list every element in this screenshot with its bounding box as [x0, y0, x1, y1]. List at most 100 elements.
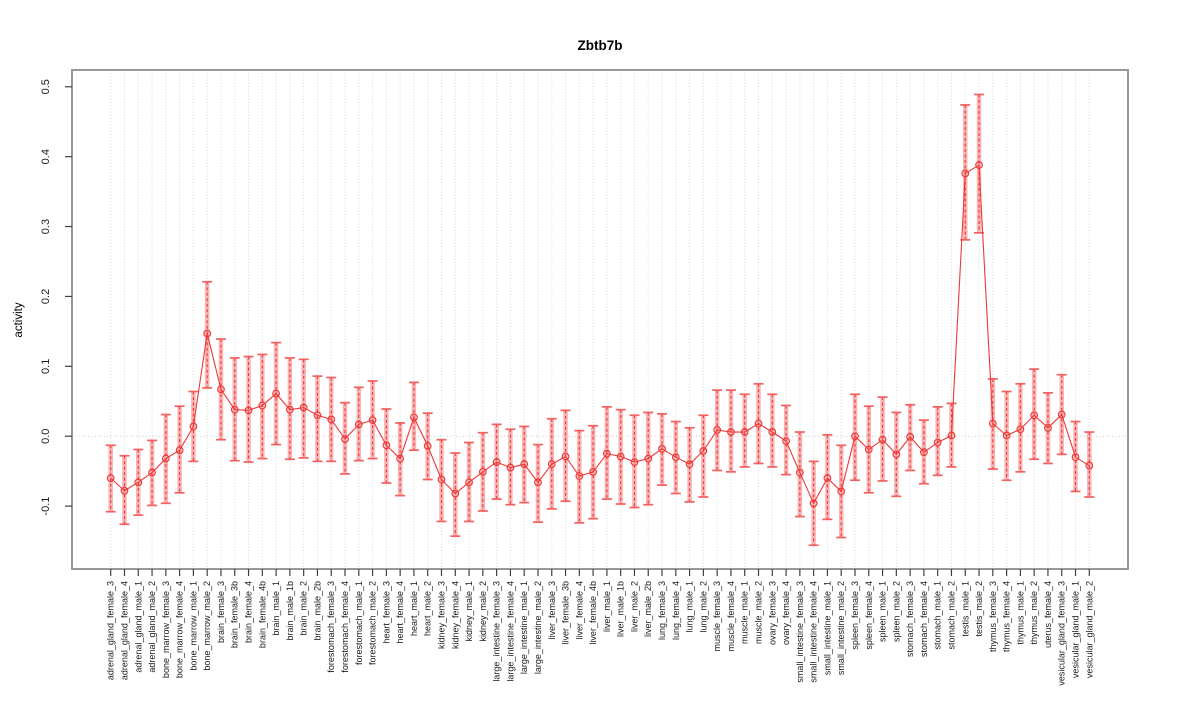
x-tick-label: bone_marrow_female_4	[175, 581, 185, 678]
data-point	[616, 452, 625, 461]
data-point	[1030, 411, 1039, 420]
x-tick-label: large_intestine_male_1	[519, 581, 529, 674]
x-tick-label: ovary_female_3	[767, 581, 777, 645]
x-tick-label: stomach_male_1	[933, 581, 943, 650]
data-point	[768, 428, 777, 436]
x-tick-label: small_intestine_male_2	[836, 581, 846, 675]
data-point	[699, 446, 708, 455]
x-tick-label: thymus_male_1	[1015, 581, 1025, 645]
x-tick-label: brain_male_1	[271, 581, 281, 636]
x-tick-label: adrenal_gland_female_4	[119, 581, 129, 680]
data-point	[106, 474, 115, 483]
data-point	[740, 428, 749, 436]
data-point	[506, 463, 515, 472]
x-tick-label: brain_female_4b	[257, 581, 267, 648]
data-point	[134, 478, 143, 487]
x-tick-label: brain_male_1b	[285, 581, 295, 641]
x-tick-label: kidney_female_4	[450, 581, 460, 649]
data-point	[465, 478, 473, 487]
y-tick-label: 0.2	[40, 289, 52, 304]
y-tick-label: 0.4	[40, 149, 52, 164]
data-point	[961, 169, 970, 178]
x-tick-label: large_intestine_male_2	[533, 581, 543, 674]
x-tick-label: lung_female_3	[657, 581, 667, 640]
data-point	[341, 435, 349, 443]
x-tick-label: muscle_male_1	[740, 581, 750, 644]
data-point	[148, 468, 156, 477]
data-point	[1044, 423, 1052, 432]
x-tick-label: small_intestine_male_1	[822, 581, 832, 675]
data-point	[354, 420, 363, 429]
x-tick-label: spleen_female_4	[864, 581, 874, 650]
x-tick-label: muscle_female_4	[726, 581, 736, 652]
data-point	[161, 454, 170, 463]
data-point	[547, 460, 556, 469]
data-point	[120, 486, 129, 495]
data-point	[947, 431, 956, 440]
data-point	[713, 426, 722, 434]
data-point	[368, 416, 377, 425]
x-tick-label: adrenal_gland_female_3	[106, 581, 116, 680]
data-point	[217, 385, 225, 394]
x-tick-label: large_intestine_female_3	[492, 581, 502, 682]
x-tick-label: kidney_female_3	[436, 581, 446, 649]
data-point	[658, 444, 666, 453]
y-axis-label: activity	[13, 302, 25, 337]
x-tick-label: muscle_male_2	[754, 581, 764, 644]
x-tick-label: forestomach_male_1	[354, 581, 364, 665]
data-point	[988, 419, 997, 428]
x-tick-label: lung_male_2	[698, 581, 708, 633]
data-point	[644, 454, 653, 463]
x-tick-label: vesicular_gland_male_1	[1071, 581, 1081, 678]
data-point	[1071, 453, 1080, 462]
x-tick-label: brain_female_4	[244, 581, 254, 643]
y-tick-label: -0.1	[40, 497, 52, 516]
data-point	[520, 460, 529, 469]
x-tick-label: testis_male_1	[960, 581, 970, 637]
data-point	[258, 401, 267, 410]
data-point	[906, 433, 915, 441]
x-tick-label: liver_male_2b	[643, 581, 653, 637]
x-tick-label: large_intestine_female_4	[505, 581, 515, 682]
x-tick-label: spleen_male_1	[878, 581, 888, 642]
x-tick-label: bone_marrow_male_1	[188, 581, 198, 671]
data-point	[837, 487, 846, 496]
data-point	[602, 449, 611, 458]
x-tick-label: heart_female_4	[395, 581, 405, 644]
data-point	[1002, 431, 1011, 440]
x-tick-label: thymus_female_3	[988, 581, 998, 652]
data-point	[575, 472, 584, 480]
data-point	[809, 499, 818, 508]
x-tick-label: vesicular_gland_female_3	[1057, 581, 1067, 686]
data-point	[437, 475, 446, 484]
x-tick-label: liver_male_1b	[616, 581, 626, 637]
x-tick-label: bone_marrow_male_2	[202, 581, 212, 671]
x-tick-label: lung_female_4	[671, 581, 681, 640]
data-point	[920, 448, 928, 457]
data-point	[795, 468, 804, 477]
data-point	[851, 432, 859, 441]
x-tick-label: heart_male_1	[409, 581, 419, 636]
data-point	[396, 454, 405, 463]
x-tick-label: thymus_female_4	[1002, 581, 1012, 652]
y-tick-label: 0.1	[40, 359, 52, 374]
data-point	[534, 478, 542, 487]
x-tick-label: thymus_male_2	[1029, 581, 1039, 645]
data-point	[823, 474, 832, 483]
data-point	[272, 389, 280, 398]
x-tick-label: stomach_male_2	[946, 581, 956, 650]
data-point	[975, 161, 983, 169]
data-point	[1085, 461, 1094, 470]
data-point	[189, 422, 198, 431]
x-tick-label: vesicular_gland_male_2	[1084, 581, 1094, 678]
x-tick-label: brain_female_3b	[230, 581, 240, 648]
data-point	[230, 405, 239, 414]
x-tick-label: testis_male_2	[974, 581, 984, 637]
series-line	[110, 164, 1090, 505]
data-point	[782, 437, 790, 446]
data-point	[892, 450, 901, 459]
y-tick-label: 0.5	[40, 79, 52, 94]
data-point	[451, 489, 460, 498]
x-tick-label: uterus_female_4	[1043, 581, 1053, 648]
